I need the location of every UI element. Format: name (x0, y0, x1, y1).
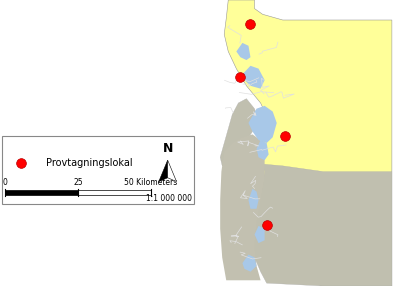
Polygon shape (255, 226, 265, 243)
Polygon shape (236, 43, 250, 60)
Polygon shape (220, 134, 265, 280)
Text: 25: 25 (74, 178, 83, 187)
Polygon shape (159, 160, 168, 182)
Bar (5, 190, 78, 195)
Polygon shape (248, 106, 277, 143)
Text: 0: 0 (3, 178, 8, 187)
Bar (78, 190, 151, 195)
Polygon shape (168, 160, 177, 182)
Text: 1:1 000 000: 1:1 000 000 (146, 194, 192, 203)
Bar (2, 136, 194, 204)
Polygon shape (224, 0, 392, 286)
Polygon shape (248, 189, 259, 209)
Polygon shape (257, 140, 269, 160)
Polygon shape (220, 99, 259, 166)
Text: Provtagningslokal: Provtagningslokal (46, 158, 133, 168)
Polygon shape (222, 143, 392, 286)
Polygon shape (242, 255, 257, 272)
Polygon shape (242, 66, 265, 89)
Text: N: N (162, 142, 173, 155)
Text: 50 Kilometers: 50 Kilometers (124, 178, 178, 187)
